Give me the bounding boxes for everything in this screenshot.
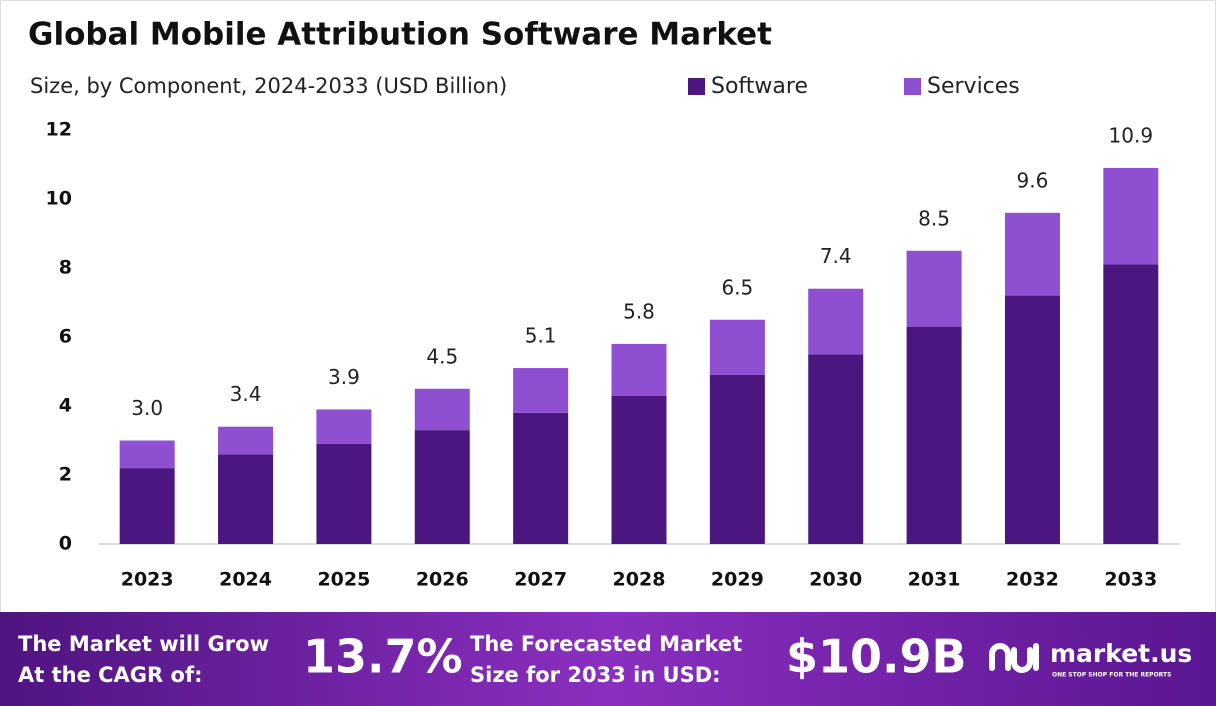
total-label: 10.9 [1109,123,1154,147]
y-tick-label: 2 [59,464,72,486]
bar-segment [611,343,667,396]
total-label: 6.5 [721,275,753,299]
bar-segment [906,326,962,544]
bar-segment [218,454,274,544]
total-label: 3.9 [328,365,360,389]
legend-label: Software [711,74,808,99]
total-label: 3.0 [131,396,163,420]
bar-segment [906,250,962,327]
x-tick-label: 2033 [1104,569,1157,591]
x-tick-label: 2026 [416,569,469,591]
y-tick-label: 4 [59,395,72,417]
bar-segment [316,443,372,544]
total-label: 3.4 [230,382,262,406]
brand: market.us [1050,639,1192,668]
y-tick-label: 10 [46,188,72,210]
chart-subtitle: Size, by Component, 2024-2033 (USD Billi… [30,74,507,98]
brand-logo [989,643,1039,673]
bar-segment [611,395,667,544]
x-tick-label: 2025 [317,569,370,591]
legend-label: Services [927,74,1020,99]
bar-segment [513,412,569,544]
x-tick-label: 2029 [711,569,764,591]
y-tick-label: 0 [59,533,72,555]
bar-segment [1103,264,1159,544]
forecast-text: The Forecasted Market [470,632,742,656]
chart-title: Global Mobile Attribution Software Marke… [28,17,772,53]
bar-segment [119,440,175,469]
bar-segment [1004,295,1060,544]
cagr-value: 13.7% [303,630,463,684]
bar-segment [1004,212,1060,296]
total-label: 8.5 [918,206,950,230]
bar-segment [316,409,372,444]
total-label: 9.6 [1017,168,1049,192]
cagr-text: At the CAGR of: [18,663,203,687]
total-label: 5.1 [525,324,557,348]
bar-segment [414,430,470,544]
bar-segment [808,288,864,355]
legend-swatch [904,78,921,95]
legend-swatch [688,78,705,95]
forecast-text: Size for 2033 in USD: [470,663,721,687]
x-tick-label: 2030 [809,569,862,591]
bar-segment [808,354,864,544]
x-tick-label: 2027 [514,569,567,591]
x-tick-label: 2024 [219,569,272,591]
x-tick-label: 2028 [613,569,666,591]
cagr-text: The Market will Grow [18,632,269,656]
forecast-value: $10.9B [786,630,967,684]
bar-segment [414,388,470,431]
total-label: 5.8 [623,299,655,323]
total-label: 4.5 [426,344,458,368]
bar-segment [709,374,765,544]
total-label: 7.4 [820,244,852,268]
bar-segment [119,468,175,544]
bar-segment [513,368,569,413]
x-tick-label: 2023 [121,569,174,591]
footer: The Market will Grow At the CAGR of: 13.… [18,630,1192,688]
bar-segment [1103,167,1159,265]
tagline: ONE STOP SHOP FOR THE REPORTS [1052,672,1171,679]
bar-segment [218,426,274,455]
y-tick-label: 12 [46,119,72,141]
y-tick-label: 8 [59,257,72,279]
y-tick-label: 6 [59,326,72,348]
x-tick-label: 2031 [908,569,961,591]
bar-segment [709,319,765,375]
x-tick-label: 2032 [1006,569,1059,591]
